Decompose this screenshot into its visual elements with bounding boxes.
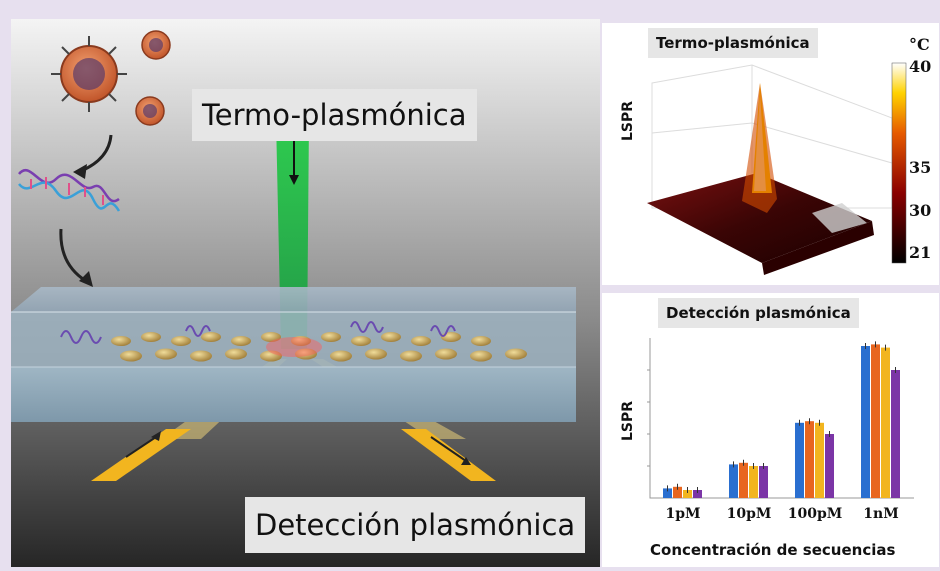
scene-illustration: Termo-plasmónica Detección plasmónica (11, 19, 600, 567)
colorbar-tick: 40 (909, 57, 932, 76)
chart-bar (815, 422, 824, 498)
sensor-chip (11, 287, 576, 312)
virus-icon (135, 96, 165, 126)
incident-light-arrow (91, 429, 191, 481)
heat-surface (647, 173, 872, 263)
chart-bar (683, 490, 692, 498)
panel-bottom-ylabel: LSPR (620, 400, 637, 442)
virus-icon (51, 36, 127, 112)
chart-bar (825, 434, 834, 498)
colorbar-unit: °C (909, 35, 930, 54)
colorbar-tick: 30 (909, 201, 932, 220)
chart-bar (673, 486, 682, 498)
chart-bar (861, 346, 870, 498)
chart-bar (693, 490, 702, 498)
panel-top-title: Termo-plasmónica (648, 28, 818, 58)
chart-bar (663, 488, 672, 498)
chart-bar (805, 421, 814, 498)
chart-bar (739, 462, 748, 498)
chart-bar (729, 464, 738, 498)
panel-bottom-title: Detección plasmónica (658, 298, 859, 328)
detection-bar-panel: 1pM 10pM 100pM 1nM Detección plasmónica LSP… (602, 293, 939, 567)
chart-bar (881, 347, 890, 498)
colorbar-tick: 35 (909, 158, 932, 177)
temperature-colorbar (891, 62, 907, 264)
x-tick-label: 1nM (863, 506, 898, 522)
x-tick-label: 1pM (665, 506, 700, 522)
chart-x-axis-label: Concentración de secuencias (650, 541, 896, 559)
thermo-surface-plot (647, 62, 907, 275)
dna-strand-icon (60, 321, 456, 344)
detection-bar-chart: 1pM 10pM 100pM 1nM (647, 338, 914, 522)
chart-bar (759, 466, 768, 498)
chart-bar (795, 422, 804, 498)
chart-bar (891, 370, 900, 498)
thermo-surface-panel: Termo-plasmónica LSPR °C 40 35 30 21 (602, 23, 939, 285)
dna-strand-icon (18, 169, 121, 212)
x-tick-label: 100pM (788, 506, 843, 522)
chart-bar (871, 344, 880, 498)
chart-bar (749, 466, 758, 498)
colorbar-tick: 21 (909, 243, 932, 262)
plasmonic-detection-label: Detección plasmónica (245, 497, 586, 553)
reflected-light-arrow (401, 429, 496, 481)
virus-icon (141, 30, 171, 60)
nanoparticle-array (111, 332, 527, 362)
panel-top-ylabel: LSPR (620, 100, 637, 142)
thermo-plasmonic-label: Termo-plasmónica (192, 89, 477, 141)
x-tick-label: 10pM (727, 506, 772, 522)
